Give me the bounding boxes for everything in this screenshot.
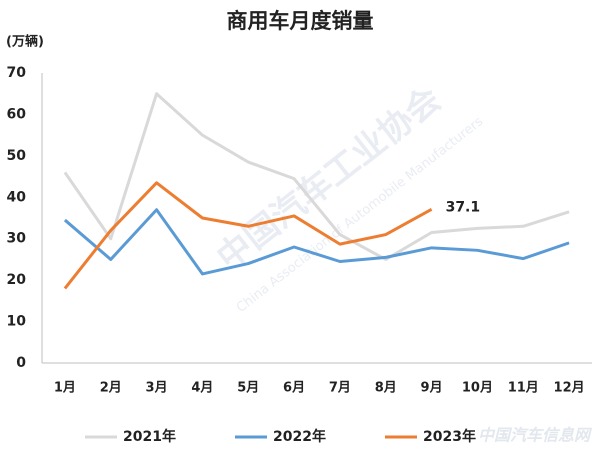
legend-label: 2023年 [423, 428, 476, 445]
y-axis-label: (万辆) [6, 34, 44, 50]
y-tick-label: 20 [7, 272, 27, 288]
x-tick-label: 1月 [54, 381, 76, 396]
y-tick-label: 50 [7, 148, 27, 164]
x-tick-label: 9月 [421, 381, 443, 396]
legend-label: 2022年 [273, 428, 326, 445]
series-line [63, 208, 570, 276]
x-tick-label: 3月 [146, 381, 168, 396]
series-line [63, 181, 433, 290]
x-tick-label: 4月 [191, 381, 213, 396]
y-tick-label: 40 [7, 189, 27, 205]
legend-label: 2021年 [123, 428, 176, 445]
x-tick-label: 11月 [508, 381, 539, 396]
chart-title: 商用车月度销量 [227, 9, 374, 33]
y-tick-label: 70 [7, 65, 27, 81]
y-tick-label: 10 [7, 314, 27, 330]
y-tick-label: 30 [7, 231, 27, 247]
series-line [63, 92, 570, 261]
y-tick-label: 60 [7, 106, 27, 122]
x-tick-label: 10月 [462, 381, 493, 396]
data-label: 37.1 [446, 199, 481, 215]
y-tick-label: 0 [16, 355, 26, 371]
x-tick-label: 7月 [329, 381, 351, 396]
x-tick-label: 2月 [100, 381, 122, 396]
x-tick-label: 5月 [237, 381, 259, 396]
watermark: 中国汽车信息网 [478, 426, 593, 445]
x-tick-label: 8月 [375, 381, 397, 396]
x-tick-label: 6月 [283, 381, 305, 396]
x-tick-label: 12月 [554, 381, 585, 396]
